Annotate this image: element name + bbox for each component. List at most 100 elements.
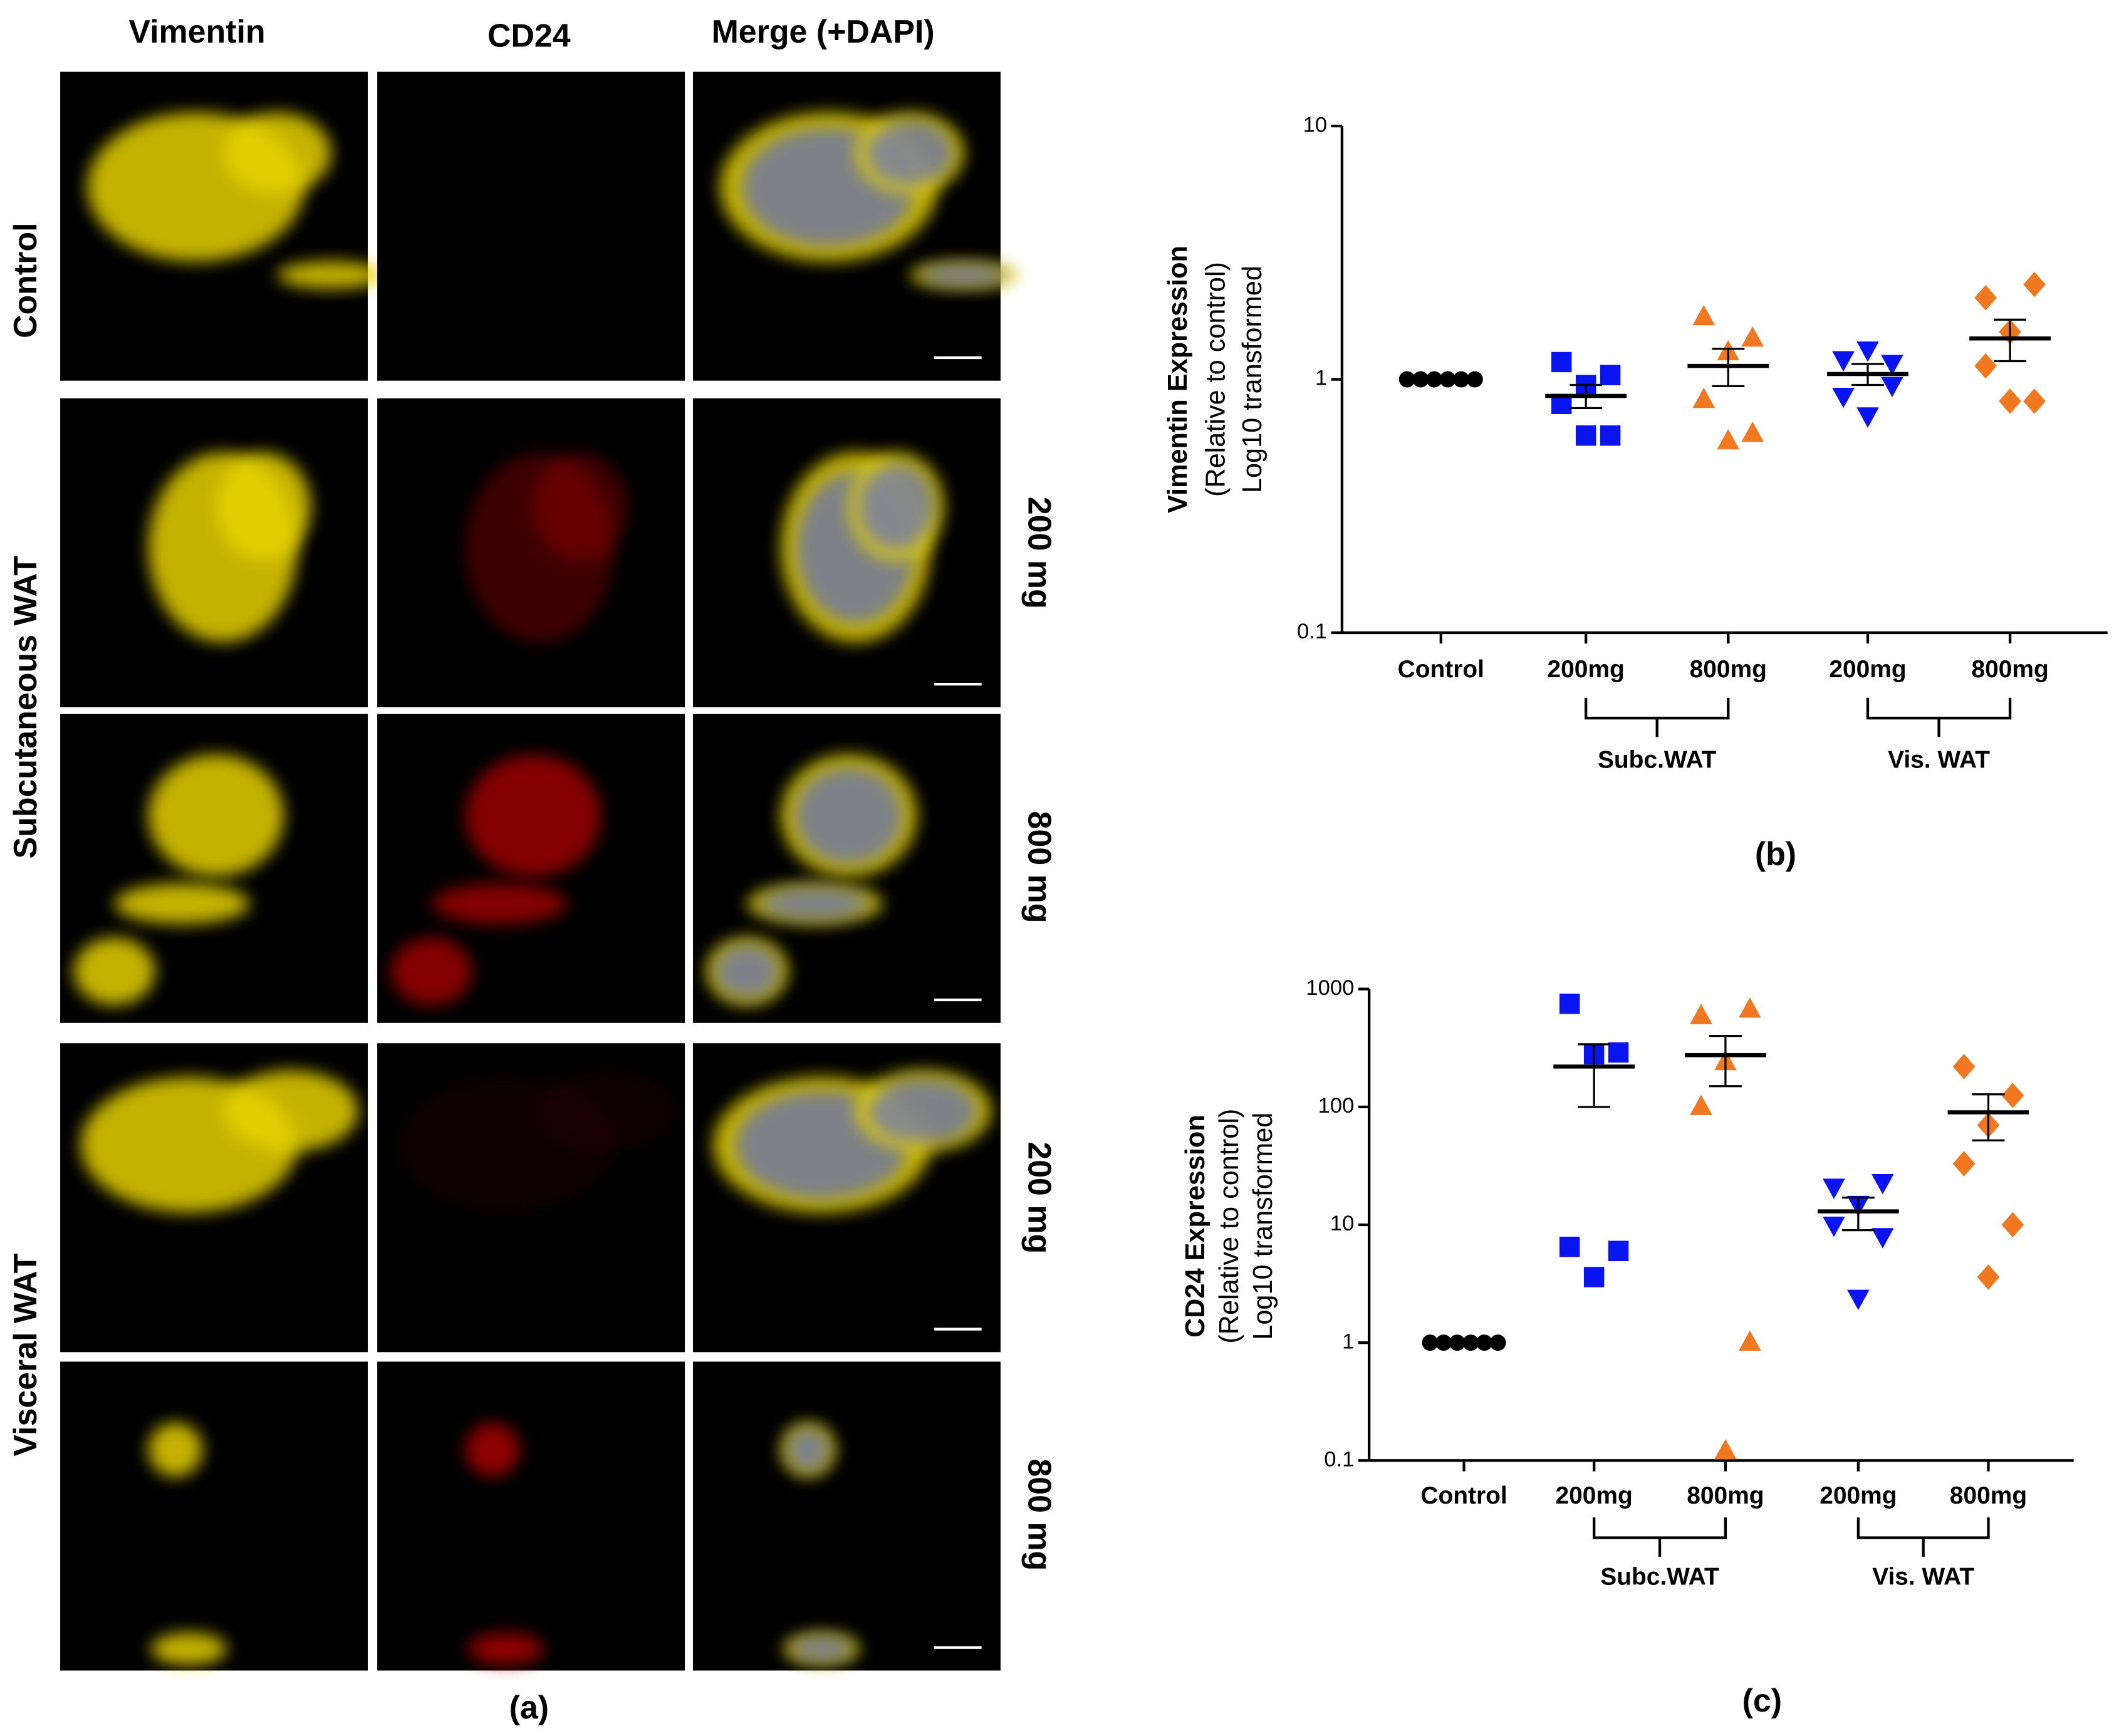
data-point [1449,1334,1466,1351]
x-tick-label: 800mg [1687,1482,1764,1509]
data-point [1717,429,1740,450]
data-point [1398,371,1415,388]
data-point [2023,271,2046,298]
data-point [1871,1228,1894,1249]
group-label: Vis. WAT [1888,747,1990,774]
data-point [1952,1054,1976,1079]
data-point [1435,1334,1452,1351]
data-point [1559,1236,1580,1257]
caption: (b) [1755,835,1796,871]
signal [539,1070,675,1152]
data-point [1551,351,1572,373]
signal [533,452,628,561]
data-point [1476,1334,1492,1351]
x-tick-label: 200mg [1548,656,1625,683]
signal [73,937,155,1006]
data-point [1847,1289,1870,1311]
data-point [1608,1042,1629,1063]
column-header: Merge (+DAPI) [712,13,935,49]
data-point [1600,425,1621,446]
y-tick-label: 0.1 [1324,1447,1354,1471]
group-label: Subc.WAT [1598,747,1717,774]
signal [866,120,954,186]
dose-label: 200 mg [1022,497,1058,609]
signal [858,463,934,551]
column-header: Vimentin [128,13,265,49]
data-point [1559,994,1580,1014]
data-point [1439,371,1456,388]
data-point [1412,371,1429,388]
micrograph [377,71,685,381]
signal [794,767,903,865]
data-point [1856,341,1879,362]
y-axis-label: CD24 Expression [1180,1115,1210,1338]
y-tick-label: 10 [1303,113,1327,137]
signal [468,1632,544,1665]
y-axis-label: (Relative to control) [1214,1109,1244,1344]
signal [277,261,386,289]
data-point [1608,1240,1629,1261]
signal [465,754,601,877]
group-bracket [1585,697,1730,737]
signal [150,1632,227,1665]
data-point [1453,371,1470,388]
data-point [1466,371,1483,388]
signal [920,264,1007,286]
y-axis-label: Log10 transformed [1237,266,1268,493]
y-tick-label: 0.1 [1297,620,1327,643]
data-point [2001,1083,2024,1108]
group-bracket [1866,697,2012,737]
y-axis-label: Vimentin Expression [1163,246,1193,513]
signal [791,1636,852,1662]
signal [431,883,567,924]
signal [761,887,870,920]
error-bar [1994,318,2027,363]
data-point [1690,1094,1712,1115]
data-point [1881,355,1903,375]
data-point [1871,1173,1894,1195]
row-label: Subcutaneous WAT [7,556,43,859]
data-point [1489,1334,1506,1351]
signal [148,754,284,877]
signal [114,883,250,924]
group-bracket [1592,1517,1727,1557]
data-point [1977,1264,2000,1290]
data-point [1832,388,1855,408]
signal [216,452,311,561]
x-tick-label: 200mg [1556,1482,1633,1509]
data-point [2001,1212,2024,1238]
group-label: Subc.WAT [1600,1564,1719,1591]
data-point [1692,387,1716,408]
y-tick-label: 10 [1330,1212,1354,1235]
data-point [1425,371,1442,388]
dose-label: 800 mg [1022,811,1058,923]
y-tick-label: 1000 [1306,976,1354,1000]
x-tick-label: 200mg [1829,656,1906,683]
data-point [1974,284,1997,311]
micrograph [377,1361,685,1671]
column-header: CD24 [487,17,571,53]
signal [714,944,780,999]
data-point [2023,388,2046,414]
y-axis-label: Log10 transformed [1248,1113,1278,1340]
signal [786,1428,830,1472]
caption: (c) [1742,1682,1782,1718]
data-point [1462,1334,1479,1351]
data-point [1881,377,1903,398]
data-point [1551,393,1572,414]
error-bar [1972,1093,2005,1141]
micrograph [693,1361,1001,1671]
micrographs [60,71,1019,1671]
data-point [1739,997,1761,1018]
data-point [1741,326,1764,347]
signal [390,937,472,1006]
data-point [1823,1178,1845,1199]
y-tick-label: 1 [1315,366,1327,390]
signal [869,1078,978,1144]
data-point [1690,1004,1712,1024]
x-tick-label: 800mg [1950,1482,2027,1509]
error-bar [1712,348,1745,388]
error-bar [1570,383,1603,410]
